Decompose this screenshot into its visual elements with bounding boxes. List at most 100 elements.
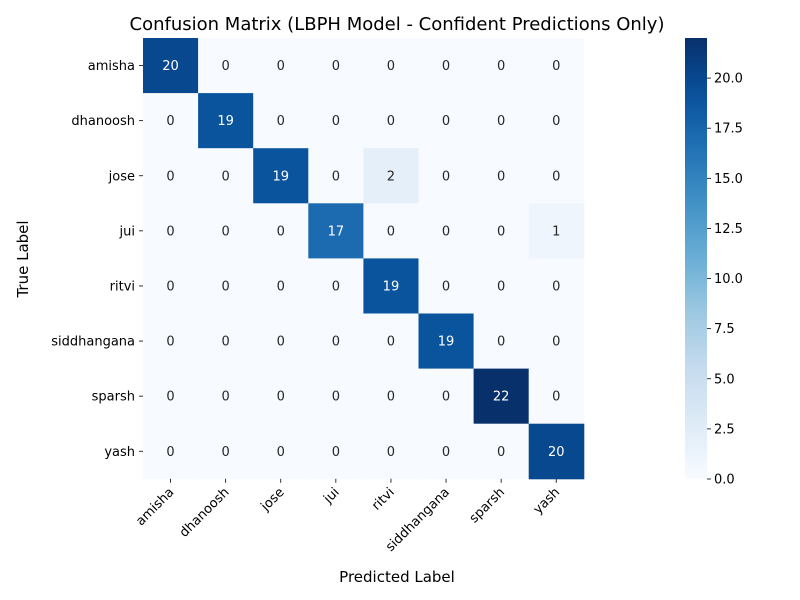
x-tick-label: jui [320,485,342,507]
cell-value-label: 1 [552,224,560,239]
heatmap-cell [143,93,199,149]
cell-value-label: 0 [332,114,340,129]
heatmap-cell [528,258,585,314]
heatmap-cell [363,368,419,425]
cell-value-label: 0 [497,59,505,74]
heatmap-cell [308,423,364,480]
heatmap-cell [143,258,199,314]
colorbar-tick-label: 17.5 [714,122,743,137]
cell-value-label: 0 [222,169,230,184]
heatmap-cell [363,148,419,204]
heatmap-cell [363,93,419,149]
cell-value-label: 0 [277,445,285,460]
heatmap-cell [473,203,530,259]
cell-value-label: 0 [552,114,560,129]
y-tick-label: dhanoosh [71,114,135,129]
heatmap-cell [363,38,419,94]
colorbar-tick-label: 15.0 [714,172,743,187]
cell-value-label: 0 [277,114,285,129]
cell-value-label: 0 [166,114,174,129]
cell-value-label: 0 [552,169,560,184]
cell-value-label: 22 [493,390,510,405]
y-tick-label: yash [104,445,135,460]
cell-value-label: 0 [222,59,230,74]
x-tick-label: dhanoosh [177,485,233,541]
heatmap-cell [253,38,309,94]
heatmap-cell [253,368,309,425]
heatmap-cell [143,203,199,259]
heatmap-cell [143,313,199,370]
heatmap-cell [363,203,419,259]
x-tick-label: sparsh [467,485,508,526]
cell-value-label: 0 [442,114,450,129]
colorbar-tick-label: 12.5 [714,222,743,237]
cell-value-label: 0 [497,169,505,184]
cell-value-label: 0 [552,390,560,405]
cell-value-label: 0 [387,59,395,74]
cell-value-label: 0 [277,390,285,405]
colorbar-tick-label: 0.0 [714,473,735,488]
heatmap-cell [198,148,254,204]
heatmap-cell [308,148,364,204]
colorbar-tick-label: 7.5 [714,322,735,337]
heatmap-cell [143,423,199,480]
heatmap-cell [253,148,309,204]
heatmap-cell [308,93,364,149]
heatmap-cell [308,258,364,314]
heatmap-cells: 20 0 0 0 0 0 0 00 19 0 0 0 0 0 00 0 19 0 2 0 0 00 0 0 17 0 0 0 10 0 0 0… [143,38,585,480]
heatmap-cell [418,148,475,204]
cell-value-label: 20 [162,59,179,74]
x-tick-label: jose [258,485,288,515]
x-axis-label: Predicted Label [339,568,455,586]
heatmap-cell [198,93,254,149]
heatmap-cell [308,203,364,259]
heatmap-cell [363,258,419,314]
x-tick-label: ritvi [369,485,398,514]
colorbar: 0.0 2.5 5.0 7.5 10.0 12.5 15.0 17.5 20.0 [685,38,743,488]
cell-value-label: 0 [166,224,174,239]
heatmap-cell [528,313,585,370]
colorbar-tick-label: 5.0 [714,372,735,387]
heatmap-cell [143,368,199,425]
heatmap-cell [253,258,309,314]
cell-value-label: 0 [552,335,560,350]
cell-value-label: 0 [332,59,340,74]
heatmap-cell [418,368,475,425]
cell-value-label: 0 [442,169,450,184]
cell-value-label: 0 [277,279,285,294]
cell-value-label: 2 [387,169,395,184]
heatmap-cell [473,313,530,370]
cell-value-label: 0 [497,114,505,129]
heatmap-cell [418,93,475,149]
cell-value-label: 0 [222,224,230,239]
cell-value-label: 0 [332,445,340,460]
chart-title: Confusion Matrix (LBPH Model - Confident… [130,14,665,35]
heatmap-cell [473,258,530,314]
cell-value-label: 0 [387,224,395,239]
heatmap-cell [198,203,254,259]
cell-value-label: 0 [497,279,505,294]
cell-value-label: 0 [166,390,174,405]
cell-value-label: 0 [442,390,450,405]
cell-value-label: 19 [383,279,400,294]
cell-value-label: 0 [552,279,560,294]
colorbar-tick-label: 10.0 [714,272,743,287]
cell-value-label: 0 [387,390,395,405]
heatmap-cell [363,313,419,370]
x-tick-label: yash [531,485,563,517]
heatmap-cell [473,38,530,94]
cell-value-label: 0 [222,445,230,460]
cell-value-label: 0 [166,279,174,294]
heatmap-cell [528,423,585,480]
heatmap-cell [253,313,309,370]
cell-value-label: 0 [442,445,450,460]
heatmap-cell [308,38,364,94]
heatmap-cell [473,423,530,480]
y-tick-label: ritvi [110,279,135,294]
heatmap-cell [418,38,475,94]
cell-value-label: 17 [328,224,345,239]
heatmap-cell [198,368,254,425]
heatmap-cell [198,258,254,314]
